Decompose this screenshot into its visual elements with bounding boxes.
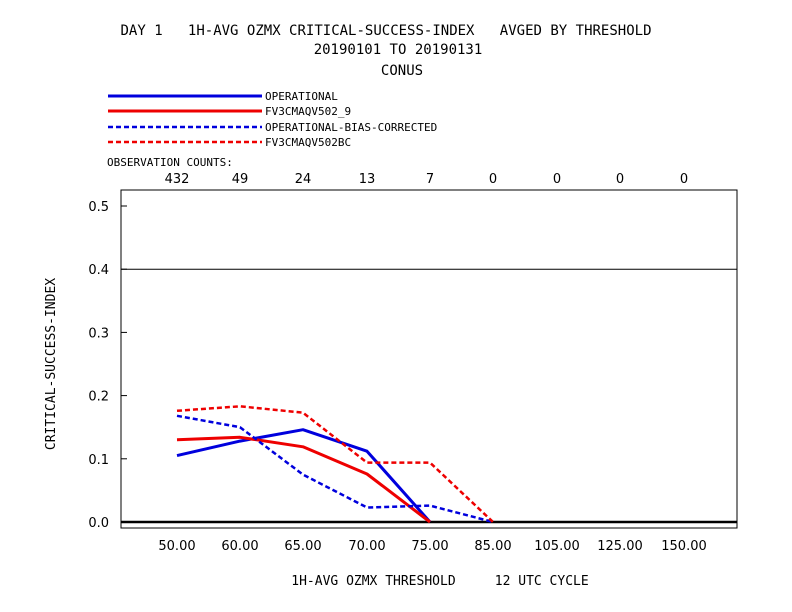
observation-count: 7	[426, 172, 434, 187]
observation-count: 0	[553, 172, 561, 187]
series-line	[176, 435, 431, 524]
observation-counts-label: OBSERVATION COUNTS:	[107, 156, 233, 169]
x-axis: 50.00 60.00 65.00 70.00 75.00 85.00 105.00 125.…	[158, 539, 706, 554]
legend-label: FV3CMAQV502BC	[265, 136, 351, 149]
y-tick-label: 0.1	[88, 453, 109, 468]
x-tick-label: 50.00	[158, 539, 195, 554]
observation-counts: 432 49 24 13 7 0 0 0 0	[165, 172, 689, 187]
plot-frame	[120, 189, 738, 529]
legend-label: OPERATIONAL-BIAS-CORRECTED	[265, 121, 437, 134]
x-tick-label: 150.00	[661, 539, 707, 554]
legend-label: FV3CMAQV502_9	[265, 105, 351, 118]
y-tick-label: 0.4	[88, 263, 109, 278]
title-line-2: 20190101 TO 20190131	[314, 42, 483, 58]
observation-count: 432	[165, 172, 190, 187]
series-line	[176, 405, 494, 523]
y-tick-label: 0.3	[88, 326, 109, 341]
series-line	[176, 428, 432, 523]
observation-count: 0	[680, 172, 688, 187]
legend-label: OPERATIONAL	[265, 90, 338, 103]
x-tick-label: 60.00	[221, 539, 258, 554]
x-tick-label: 105.00	[534, 539, 580, 554]
x-axis-label: 1H-AVG OZMX THRESHOLD 12 UTC CYCLE	[291, 574, 588, 589]
x-tick-label: 125.00	[597, 539, 643, 554]
x-tick-label: 70.00	[348, 539, 385, 554]
legend: OPERATIONAL FV3CMAQV502_9 OPERATIONAL-BIAS…	[108, 90, 437, 149]
title-line-3: CONUS	[381, 63, 423, 79]
y-tick-label: 0.5	[88, 200, 109, 215]
observation-count: 0	[489, 172, 497, 187]
observation-count: 0	[616, 172, 624, 187]
series-line	[176, 414, 494, 524]
x-tick-label: 85.00	[474, 539, 511, 554]
y-tick-label: 0.0	[88, 516, 109, 531]
chart-title: DAY 1 1H-AVG OZMX CRITICAL-SUCCESS-INDEX…	[120, 23, 651, 79]
y-axis: 0.0 0.1 0.2 0.3 0.4 0.5	[88, 200, 737, 531]
x-tick-label: 75.00	[411, 539, 448, 554]
y-tick-label: 0.2	[88, 390, 109, 405]
series-lines	[176, 405, 494, 524]
observation-count: 13	[359, 172, 376, 187]
observation-count: 49	[232, 172, 249, 187]
title-line-1: DAY 1 1H-AVG OZMX CRITICAL-SUCCESS-INDEX…	[120, 23, 651, 39]
y-axis-label: CRITICAL-SUCCESS-INDEX	[44, 278, 59, 450]
observation-count: 24	[295, 172, 312, 187]
x-tick-label: 65.00	[284, 539, 321, 554]
